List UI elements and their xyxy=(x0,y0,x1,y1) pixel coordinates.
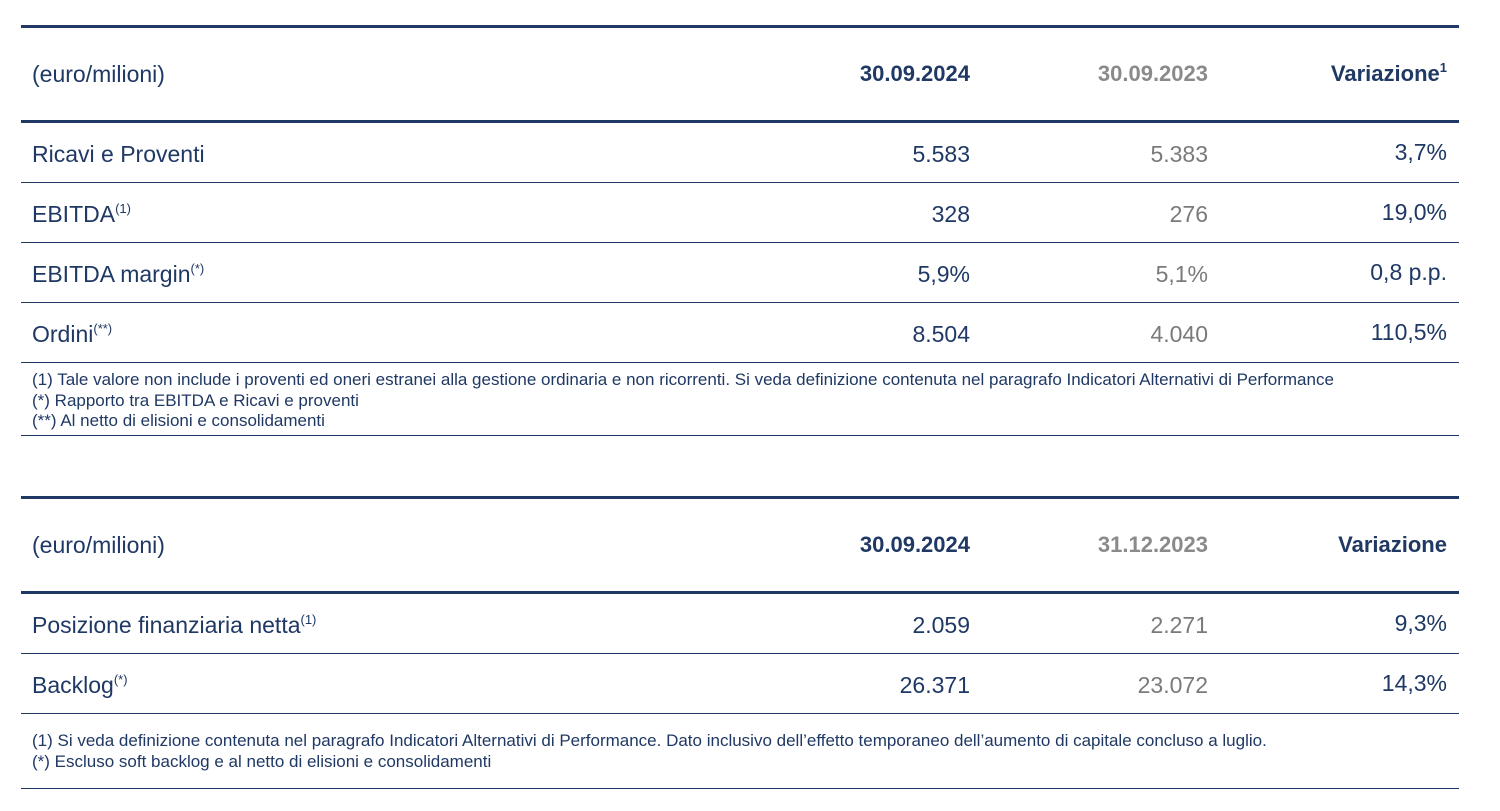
row-label: EBITDA margin(*) xyxy=(32,261,205,287)
row-current-value: 5,9% xyxy=(917,261,970,287)
row-label: Ordini(**) xyxy=(32,321,113,347)
column-header-variation: Variazione1 xyxy=(1330,60,1447,86)
table-row: Ordini(**) 8.504 4.040 110,5% xyxy=(21,303,1459,363)
row-current-value: 8.504 xyxy=(912,321,970,347)
kpi-table-balance: (euro/milioni) 30.09.2024 31.12.2023 Var… xyxy=(21,496,1459,789)
row-label: Backlog(*) xyxy=(32,672,128,698)
column-header-variation: Variazione xyxy=(1338,532,1447,557)
table-header-row: (euro/milioni) 30.09.2024 30.09.2023 Var… xyxy=(21,25,1459,123)
row-previous-value: 5,1% xyxy=(1155,261,1208,287)
row-current-value: 26.371 xyxy=(899,672,970,698)
row-variation-value: 3,7% xyxy=(1394,139,1447,165)
column-header-previous: 30.09.2023 xyxy=(1097,61,1208,86)
table-row: Ricavi e Proventi 5.583 5.383 3,7% xyxy=(21,123,1459,183)
row-variation-value: 14,3% xyxy=(1381,670,1447,696)
footnote: (1) Si veda definizione contenuta nel pa… xyxy=(32,731,1267,750)
column-header-current: 30.09.2024 xyxy=(859,61,970,86)
table-row: Backlog(*) 26.371 23.072 14,3% xyxy=(21,654,1459,714)
row-previous-value: 276 xyxy=(1169,201,1208,227)
row-previous-value: 5.383 xyxy=(1150,141,1208,167)
row-label: EBITDA(1) xyxy=(32,201,131,227)
row-variation-value: 0,8 p.p. xyxy=(1370,259,1447,285)
kpi-table-income: (euro/milioni) 30.09.2024 30.09.2023 Var… xyxy=(21,25,1459,436)
row-previous-value: 23.072 xyxy=(1137,672,1208,698)
row-current-value: 2.059 xyxy=(912,612,970,638)
column-header-current: 30.09.2024 xyxy=(859,532,970,557)
row-current-value: 5.583 xyxy=(912,141,970,167)
footnote: (1) Tale valore non include i proventi e… xyxy=(32,370,1334,389)
footnote: (**) Al netto di elisioni e consolidamen… xyxy=(32,411,325,430)
row-label: Ricavi e Proventi xyxy=(32,141,205,167)
table-header-row: (euro/milioni) 30.09.2024 31.12.2023 Var… xyxy=(21,496,1459,594)
row-current-value: 328 xyxy=(931,201,970,227)
row-variation-value: 9,3% xyxy=(1394,610,1447,636)
column-header-previous: 31.12.2023 xyxy=(1097,532,1208,557)
row-label: Posizione finanziaria netta(1) xyxy=(32,612,317,638)
table-row: EBITDA margin(*) 5,9% 5,1% 0,8 p.p. xyxy=(21,243,1459,303)
row-variation-value: 110,5% xyxy=(1370,319,1447,345)
row-variation-value: 19,0% xyxy=(1381,199,1447,225)
footnote: (*) Escluso soft backlog e al netto di e… xyxy=(32,751,492,771)
unit-label: (euro/milioni) xyxy=(32,60,165,87)
footnote: (*) Rapporto tra EBITDA e Ricavi e prove… xyxy=(32,390,359,410)
unit-label: (euro/milioni) xyxy=(32,531,165,558)
row-previous-value: 2.271 xyxy=(1150,612,1208,638)
table-footnotes: (1) Si veda definizione contenuta nel pa… xyxy=(21,714,1459,789)
row-previous-value: 4.040 xyxy=(1150,321,1208,347)
table-row: EBITDA(1) 328 276 19,0% xyxy=(21,183,1459,243)
table-row: Posizione finanziaria netta(1) 2.059 2.2… xyxy=(21,594,1459,654)
table-footnotes: (1) Tale valore non include i proventi e… xyxy=(21,363,1459,436)
